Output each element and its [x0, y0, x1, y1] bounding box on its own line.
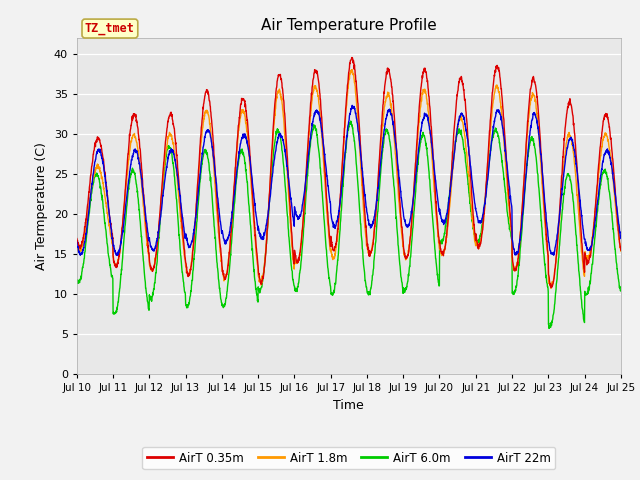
Legend: AirT 0.35m, AirT 1.8m, AirT 6.0m, AirT 22m: AirT 0.35m, AirT 1.8m, AirT 6.0m, AirT 2… — [142, 447, 556, 469]
AirT 22m — [508, 201, 515, 206]
AirT 1.8m — [73, 244, 81, 250]
AirT 0.35m — [348, 55, 356, 60]
AirT 22m — [73, 239, 81, 245]
AirT 0.35m — [617, 247, 625, 253]
AirT 22m — [570, 143, 577, 149]
AirT 22m — [225, 234, 232, 240]
AirT 6.0m — [225, 276, 232, 281]
AirT 6.0m — [545, 325, 553, 331]
AirT 6.0m — [584, 285, 592, 290]
Title: Air Temperature Profile: Air Temperature Profile — [261, 18, 436, 33]
X-axis label: Time: Time — [333, 399, 364, 412]
AirT 0.35m — [225, 258, 232, 264]
Line: AirT 1.8m: AirT 1.8m — [77, 70, 621, 288]
Line: AirT 22m: AirT 22m — [77, 106, 621, 255]
AirT 0.35m — [547, 285, 555, 290]
AirT 1.8m — [617, 248, 625, 254]
AirT 1.8m — [507, 227, 515, 233]
AirT 0.35m — [507, 219, 515, 225]
AirT 0.35m — [570, 116, 577, 121]
AirT 1.8m — [225, 256, 232, 262]
AirT 0.35m — [365, 247, 372, 253]
AirT 6.0m — [376, 173, 384, 179]
AirT 22m — [584, 247, 592, 253]
AirT 22m — [617, 236, 625, 241]
AirT 1.8m — [376, 147, 384, 153]
Y-axis label: Air Termperature (C): Air Termperature (C) — [35, 143, 48, 270]
AirT 22m — [365, 221, 372, 227]
AirT 1.8m — [584, 254, 592, 260]
AirT 22m — [348, 103, 356, 108]
AirT 1.8m — [547, 286, 555, 291]
AirT 0.35m — [376, 140, 384, 145]
AirT 1.8m — [570, 148, 577, 154]
AirT 6.0m — [73, 277, 81, 283]
AirT 6.0m — [617, 288, 625, 294]
AirT 6.0m — [347, 118, 355, 124]
Text: TZ_tmet: TZ_tmet — [85, 22, 135, 35]
AirT 0.35m — [73, 236, 81, 241]
AirT 6.0m — [570, 198, 577, 204]
AirT 1.8m — [348, 67, 356, 72]
AirT 1.8m — [365, 249, 372, 254]
AirT 22m — [113, 252, 121, 258]
Line: AirT 0.35m: AirT 0.35m — [77, 58, 621, 288]
Line: AirT 6.0m: AirT 6.0m — [77, 121, 621, 328]
AirT 6.0m — [365, 292, 372, 298]
AirT 0.35m — [584, 258, 592, 264]
AirT 6.0m — [507, 233, 515, 239]
AirT 22m — [377, 160, 385, 166]
